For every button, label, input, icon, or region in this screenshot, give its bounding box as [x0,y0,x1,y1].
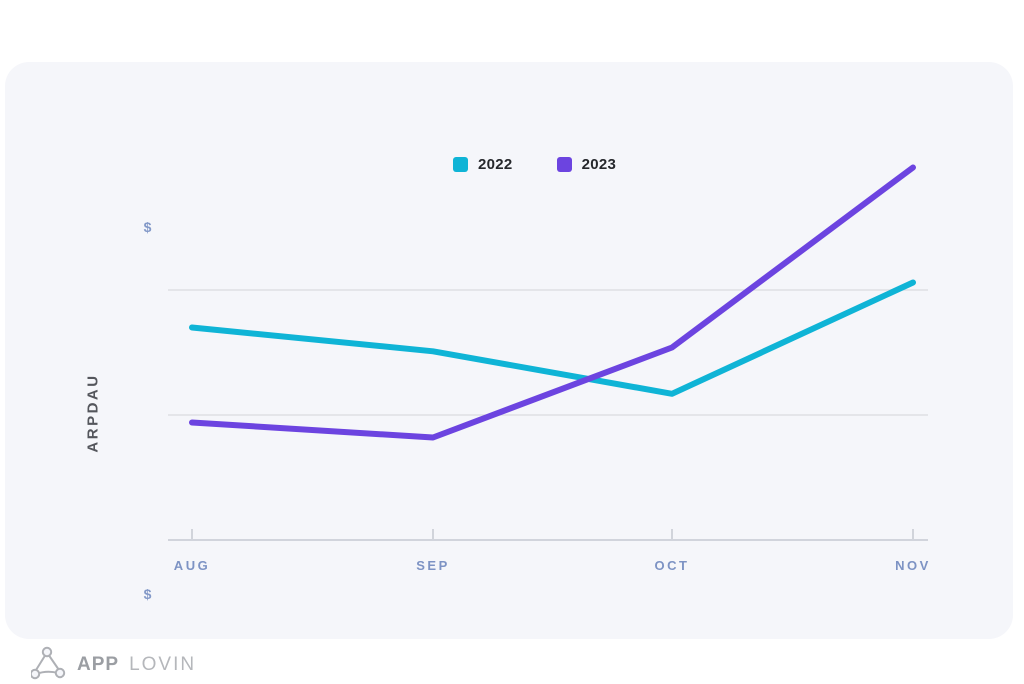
chart-legend: 2022 2023 [453,156,616,173]
applovin-logo: APP LOVIN [31,646,196,684]
legend-label: 2023 [581,156,617,173]
applovin-triangle-icon [31,646,66,680]
y-axis-top-tick-label: $ [143,219,153,235]
legend-item-2023[interactable]: 2023 [556,156,617,173]
logo-text-app: APP [77,654,120,675]
y-axis-bottom-tick-label: $ [143,586,153,602]
series-line-2023 [189,164,916,441]
legend-label: 2022 [478,156,513,173]
x-tick-label: OCT [654,558,690,573]
legend-swatch-2023 [556,157,572,172]
legend-item-2022[interactable]: 2022 [453,156,513,173]
logo-text-lovin: LOVIN [129,654,197,675]
x-tick-label: SEP [416,558,450,573]
x-tick-label: AUG [173,558,211,573]
legend-swatch-2022 [453,157,468,172]
x-tick-label: NOV [895,558,931,573]
line-chart [168,164,928,541]
series-line-2022 [189,279,916,397]
